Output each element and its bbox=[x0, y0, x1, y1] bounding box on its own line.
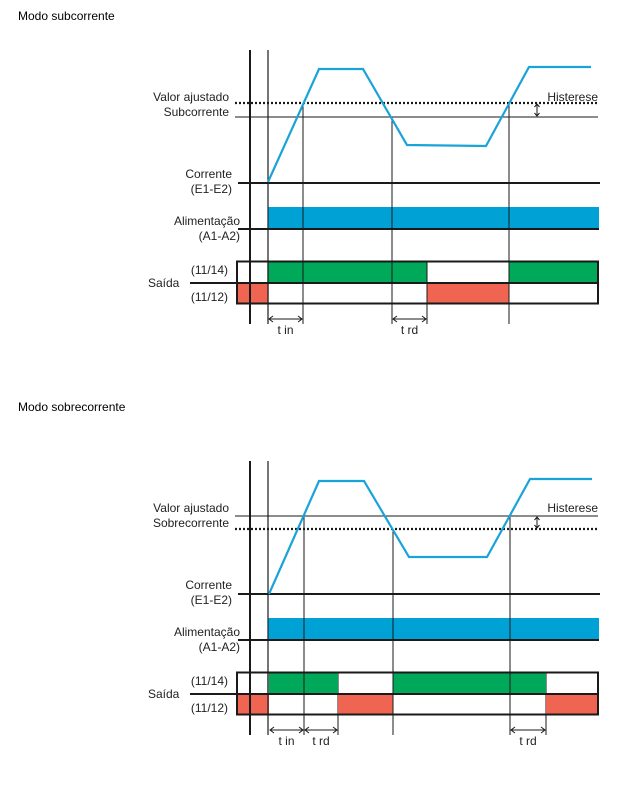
contact-1112-label: (11/12) bbox=[191, 290, 228, 304]
hysteresis-label: Histerese bbox=[547, 501, 598, 515]
contact-1114-label: (11/14) bbox=[191, 674, 228, 688]
current-label: Corrente bbox=[185, 578, 232, 592]
timer-label: t in bbox=[277, 323, 293, 337]
current-terminals-label: (E1-E2) bbox=[191, 593, 232, 607]
timer-label: t rd bbox=[312, 734, 329, 748]
timer-arrow-icon bbox=[269, 726, 304, 734]
set-value-label: Valor ajustado bbox=[153, 501, 229, 515]
contact-1114-label: (11/14) bbox=[191, 263, 228, 277]
contact-1114-closed bbox=[393, 673, 546, 694]
timer-label: t in bbox=[278, 734, 294, 748]
output-label: Saída bbox=[148, 687, 180, 701]
contact-1112-closed bbox=[237, 283, 268, 303]
timer-label: t rd bbox=[519, 734, 536, 748]
timer-arrow-icon bbox=[304, 726, 338, 734]
timer-arrow-icon bbox=[392, 315, 427, 323]
hysteresis-arrow-icon bbox=[534, 516, 540, 529]
supply-label: Alimentação bbox=[174, 214, 240, 228]
set-value-label: Valor ajustado bbox=[153, 90, 229, 104]
contact-1112-label: (11/12) bbox=[191, 701, 228, 715]
supply-bar bbox=[268, 618, 599, 640]
timer-arrow-icon bbox=[268, 315, 303, 323]
supply-label: Alimentação bbox=[174, 625, 240, 639]
diagram-title-overcurrent: Modo sobrecorrente bbox=[18, 400, 126, 414]
output-label: Saída bbox=[148, 276, 180, 290]
contact-1114-closed bbox=[509, 262, 598, 283]
current-curve bbox=[266, 65, 591, 183]
supply-terminals-label: (A1-A2) bbox=[199, 640, 240, 654]
timer-label: t rd bbox=[401, 323, 418, 337]
mode-label: Sobrecorrente bbox=[153, 516, 229, 530]
current-curve bbox=[267, 477, 592, 595]
current-label: Corrente bbox=[185, 167, 232, 181]
supply-terminals-label: (A1-A2) bbox=[199, 229, 240, 243]
mode-label: Subcorrente bbox=[164, 105, 230, 119]
hysteresis-label: Histerese bbox=[547, 90, 598, 104]
contact-1112-closed bbox=[238, 694, 269, 714]
diagram-title-undercurrent: Modo subcorrente bbox=[18, 9, 115, 23]
contact-1112-closed bbox=[427, 283, 509, 303]
supply-bar bbox=[268, 207, 599, 229]
current-terminals-label: (E1-E2) bbox=[191, 182, 232, 196]
contact-1112-closed bbox=[546, 694, 599, 714]
timer-arrow-icon bbox=[510, 726, 546, 734]
hysteresis-arrow-icon bbox=[534, 103, 540, 117]
contact-1114-closed bbox=[268, 262, 427, 283]
contact-1112-closed bbox=[338, 694, 393, 714]
